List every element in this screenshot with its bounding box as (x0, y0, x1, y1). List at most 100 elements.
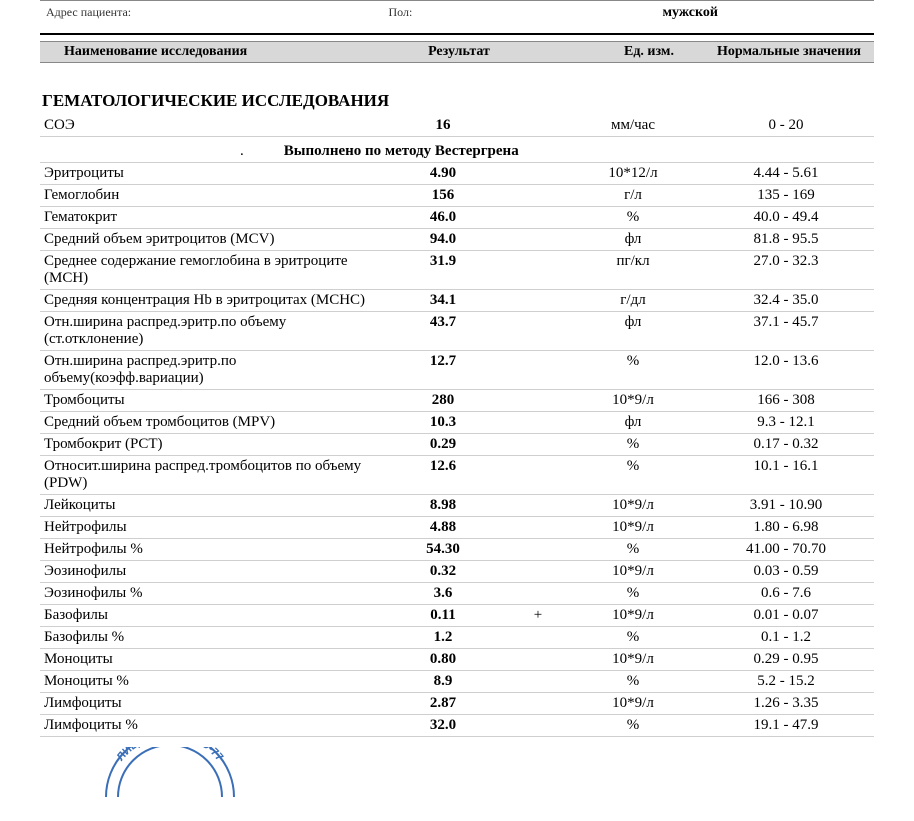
cell-unit: % (568, 627, 698, 648)
section-title: ГЕМАТОЛОГИЧЕСКИЕ ИССЛЕДОВАНИЯ (42, 91, 874, 111)
cell-unit: пг/кл (568, 251, 698, 272)
cell-flag (508, 412, 568, 416)
cell-result: 94.0 (378, 229, 508, 250)
cell-flag (508, 693, 568, 697)
table-row: Нейтрофилы4.8810*9/л1.80 - 6.98 (40, 517, 874, 539)
header-norm: Нормальные значения (714, 44, 874, 60)
cell-name: Среднее содержание гемоглобина в эритроц… (40, 251, 378, 289)
cell-result: 4.90 (378, 163, 508, 184)
table-row: Средний объем эритроцитов (MCV)94.0 фл81.… (40, 229, 874, 251)
cell-result: 34.1 (378, 290, 508, 311)
address-label: Адрес пациента: (46, 5, 389, 21)
cell-name: Гемоглобин (40, 185, 378, 206)
table-header: Наименование исследования Результат Ед. … (40, 41, 874, 63)
cell-unit: 10*9/л (568, 561, 698, 582)
cell-unit: % (568, 434, 698, 455)
cell-flag (508, 185, 568, 189)
cell-unit: г/л (568, 185, 698, 206)
table-row: Эозинофилы0.3210*9/л0.03 - 0.59 (40, 561, 874, 583)
cell-flag (508, 583, 568, 587)
cell-unit: фл (568, 412, 698, 433)
cell-norm: 37.1 - 45.7 (698, 312, 874, 333)
cell-norm: 0.17 - 0.32 (698, 434, 874, 455)
cell-norm: 5.2 - 15.2 (698, 671, 874, 692)
cell-norm: 135 - 169 (698, 185, 874, 206)
cell-name: Отн.ширина распред.эритр.по объему(коэфф… (40, 351, 378, 389)
cell-norm: 0 - 20 (698, 115, 874, 136)
cell-result: 0.80 (378, 649, 508, 670)
cell-unit: % (568, 351, 698, 372)
cell-flag (508, 163, 568, 167)
cell-flag (508, 290, 568, 294)
cell-name: Лимфоциты % (40, 715, 378, 736)
cell-result: 3.6 (378, 583, 508, 604)
cell-name: Средний объем тромбоцитов (MPV) (40, 412, 378, 433)
cell-result: 32.0 (378, 715, 508, 736)
cell-flag (508, 434, 568, 438)
cell-flag (508, 456, 568, 460)
cell-unit: 10*9/л (568, 693, 698, 714)
cell-name: Эритроциты (40, 163, 378, 184)
cell-name: Средний объем эритроцитов (MCV) (40, 229, 378, 250)
cell-norm: 3.91 - 10.90 (698, 495, 874, 516)
cell-flag (508, 390, 568, 394)
cell-name: Средняя концентрация Hb в эритроцитах (M… (40, 290, 378, 311)
header-unit: Ед. изм. (584, 44, 714, 60)
cell-norm: 1.80 - 6.98 (698, 517, 874, 538)
cell-norm: 0.01 - 0.07 (698, 605, 874, 626)
cell-flag (508, 207, 568, 211)
table-row: Эритроциты4.9010*12/л4.44 - 5.61 (40, 163, 874, 185)
cell-norm: 1.26 - 3.35 (698, 693, 874, 714)
cell-norm: 0.1 - 1.2 (698, 627, 874, 648)
table-row: Среднее содержание гемоглобина в эритроц… (40, 251, 874, 290)
cell-unit: 10*9/л (568, 390, 698, 411)
cell-unit: 10*9/л (568, 605, 698, 626)
cell-name: Тромбоциты (40, 390, 378, 411)
cell-name: Лимфоциты (40, 693, 378, 714)
cell-norm: 32.4 - 35.0 (698, 290, 874, 311)
table-row: Лимфоциты %32.0%19.1 - 47.9 (40, 715, 874, 737)
cell-result: 156 (378, 185, 508, 206)
cell-result: 2.87 (378, 693, 508, 714)
cell-unit: фл (568, 229, 698, 250)
cell-unit: 10*9/л (568, 495, 698, 516)
cell-name: Эозинофилы (40, 561, 378, 582)
cell-norm: 40.0 - 49.4 (698, 207, 874, 228)
cell-norm: 81.8 - 95.5 (698, 229, 874, 250)
cell-result: 4.88 (378, 517, 508, 538)
cell-norm: 10.1 - 16.1 (698, 456, 874, 477)
cell-unit: % (568, 539, 698, 560)
cell-name: Эозинофилы % (40, 583, 378, 604)
cell-flag (508, 517, 568, 521)
cell-unit: фл (568, 312, 698, 333)
cell-result: 10.3 (378, 412, 508, 433)
cell-flag (508, 115, 568, 119)
cell-unit: % (568, 671, 698, 692)
cell-name: Базофилы (40, 605, 378, 626)
header-name: Наименование исследования (40, 44, 394, 60)
cell-result: 31.9 (378, 251, 508, 272)
cell-result: 1.2 (378, 627, 508, 648)
sex-value: мужской (663, 5, 869, 21)
cell-flag (508, 251, 568, 255)
cell-flag (508, 351, 568, 355)
table-row: Эозинофилы %3.6%0.6 - 7.6 (40, 583, 874, 605)
cell-result: 16 (378, 115, 508, 136)
cell-flag (508, 229, 568, 233)
cell-result: 8.98 (378, 495, 508, 516)
cell-result: 12.6 (378, 456, 508, 477)
cell-result: 12.7 (378, 351, 508, 372)
cell-result: 43.7 (378, 312, 508, 333)
cell-flag (508, 715, 568, 719)
table-row: Гематокрит46.0%40.0 - 49.4 (40, 207, 874, 229)
cell-norm: 9.3 - 12.1 (698, 412, 874, 433)
cell-name: Отн.ширина распред.эритр.по объему (ст.о… (40, 312, 378, 350)
cell-name: Базофилы % (40, 627, 378, 648)
cell-norm: 0.6 - 7.6 (698, 583, 874, 604)
cell-flag (508, 561, 568, 565)
table-row: Средняя концентрация Hb в эритроцитах (M… (40, 290, 874, 312)
cell-flag (508, 627, 568, 631)
cell-unit: % (568, 207, 698, 228)
cell-name: СОЭ (40, 115, 378, 136)
cell-name: Моноциты % (40, 671, 378, 692)
